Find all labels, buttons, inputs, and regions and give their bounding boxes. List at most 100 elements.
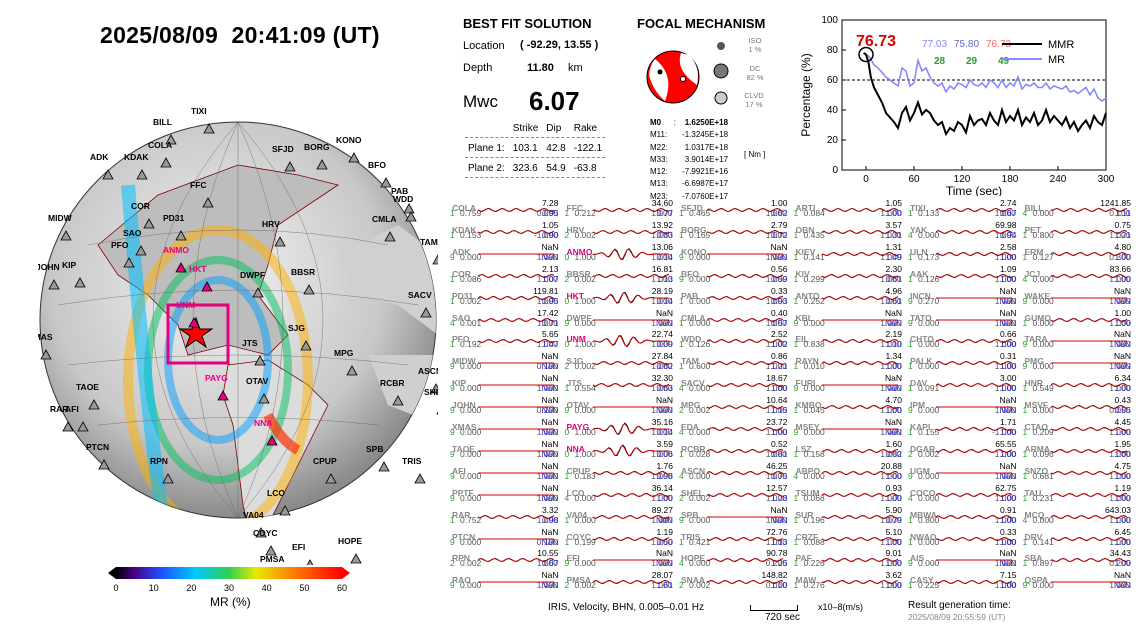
station-flag: 1: [1022, 492, 1028, 503]
station-max: NaN: [999, 285, 1017, 296]
station-marker-ffc: FFC: [190, 180, 214, 208]
y-tick-label: 20: [827, 135, 839, 146]
station-weight: 0.126: [689, 339, 711, 350]
station-name: WAKE: [1024, 290, 1051, 301]
station-flag: 1: [679, 295, 684, 306]
station-name: TATO: [910, 312, 932, 323]
station-max: 1.19: [1114, 482, 1131, 493]
station-factor: 0.200: [1109, 558, 1131, 569]
station-cell-nwao: NWAO 0.33 1 0.000 1.000 1.00: [906, 527, 1019, 547]
peak-value: 76.73: [856, 33, 896, 50]
station-name: TARA: [1024, 334, 1048, 345]
station-weight: 0.000: [689, 383, 711, 394]
station-cell-rar: RAR 3.32 1 0.752 1.000 0.98: [448, 505, 561, 525]
station-ratio: 0.71: [541, 317, 559, 328]
station-ratio: 1.00: [770, 580, 788, 591]
station-ratio: NaN: [541, 405, 559, 416]
station-ratio: 1.00: [1114, 492, 1131, 503]
station-max: 3.32: [541, 504, 559, 515]
station-name: TRIS: [681, 531, 701, 542]
station-flag: 9: [1022, 295, 1028, 306]
waveform: [936, 514, 1012, 519]
station-marker-spb: SPB: [366, 444, 390, 472]
focal-mechanism-title: FOCAL MECHANISM: [637, 16, 766, 31]
station-ratio: NaN: [1113, 361, 1131, 372]
svg-text:HOPE: HOPE: [338, 536, 362, 546]
station-flag: 1: [1022, 229, 1028, 240]
station-weight: 0.209: [1032, 427, 1054, 437]
station-marker-shel: SHEL: [424, 387, 438, 415]
svg-text:BILL: BILL: [153, 117, 172, 127]
waveform: [1050, 208, 1127, 212]
station-weight: 0.000: [918, 470, 940, 481]
svg-text:SFJD: SFJD: [272, 144, 294, 154]
station-factor: 1.000: [880, 208, 902, 218]
station-name: DRV: [1024, 531, 1043, 542]
station-name: TAM: [681, 356, 699, 367]
station-weight: 0.028: [689, 448, 711, 459]
station-name: TSUM: [795, 487, 820, 498]
station-flag: 1: [793, 514, 799, 525]
station-ratio: 0.59: [770, 273, 788, 284]
station-cell-palk: PALK 0.31 1 0.000 1.000 1.00: [906, 351, 1019, 371]
station-ratio: 1.49: [885, 251, 902, 262]
station-ratio: 1.00: [1114, 317, 1131, 328]
station-max: 1241.85: [1100, 198, 1131, 208]
station-name: GUMO: [1024, 312, 1051, 323]
station-cell-msey: MSEY NaN 9 0.000 1.000 NaN: [792, 417, 905, 437]
waveform: [821, 229, 898, 234]
y-tick-label: 40: [827, 105, 839, 116]
station-name: MPG: [681, 400, 701, 411]
station-flag: 9: [450, 427, 455, 437]
waveform: [478, 362, 554, 364]
station-factor: 1.000: [880, 405, 902, 416]
station-name: AAK: [910, 268, 929, 279]
station-max: 1.76: [656, 460, 673, 471]
station-flag: 1: [908, 339, 913, 350]
station-factor: 1.000: [1109, 514, 1131, 525]
station-factor: 1.000: [994, 405, 1016, 416]
station-name: DWPF: [566, 312, 592, 323]
station-ratio: 1.00: [885, 492, 902, 503]
station-name: COLA: [452, 203, 477, 213]
station-name: JCJ: [1024, 268, 1041, 279]
station-factor: 1.000: [765, 470, 787, 481]
station-flag: 4: [908, 492, 913, 503]
waveform: [707, 580, 783, 585]
station-max: 2.19: [885, 329, 902, 340]
station-cell-tsum: TSUM 0.93 1 0.068 1.000 1.00: [792, 483, 905, 503]
station-factor: 1.000: [536, 448, 558, 459]
station-ratio: NaN: [541, 470, 559, 481]
station-marker-bfo: BFO: [368, 160, 392, 188]
station-factor: 0.000: [536, 208, 558, 218]
station-ratio: 1.00: [999, 273, 1017, 284]
station-flag: 1: [564, 536, 570, 547]
station-flag: 1: [1022, 251, 1028, 262]
station-ratio: 1.00: [999, 492, 1017, 503]
station-marker-jts: JTS: [242, 338, 266, 366]
station-flag: 4: [1022, 273, 1028, 284]
station-ratio: 1.00: [999, 361, 1017, 372]
station-cell-eda: EDA 23.72 4 0.000 1.000 1.00: [677, 417, 790, 437]
station-flag: 2: [564, 229, 570, 240]
station-weight: 0.000: [689, 251, 711, 262]
station-factor: 1.000: [651, 492, 673, 503]
station-flag: 2: [564, 273, 570, 284]
station-weight: 0.000: [1032, 208, 1054, 218]
station-max: 148.82: [761, 570, 788, 581]
station-ratio: 1.00: [999, 448, 1017, 459]
station-max: 32.30: [651, 373, 673, 384]
station-factor: 1.000: [651, 405, 673, 416]
station-name: CRZF: [795, 531, 819, 542]
station-waveform-grid: COLA 7.28 1 0.759 0.000 0.95 KDAK 1.05 1 …: [448, 198, 1136, 598]
station-max: 28.07: [651, 570, 673, 581]
station-ratio: NaN: [541, 383, 559, 394]
station-ratio: 1.13: [770, 536, 788, 547]
station-max: 0.91: [999, 504, 1017, 515]
station-name: WDD: [681, 334, 702, 345]
station-factor: 1.000: [880, 448, 902, 459]
station-marker-rcbr: RCBR: [380, 378, 405, 406]
waveform: [592, 319, 669, 320]
svg-text:PMSA: PMSA: [260, 554, 285, 564]
station-factor: 1.000: [651, 536, 673, 547]
